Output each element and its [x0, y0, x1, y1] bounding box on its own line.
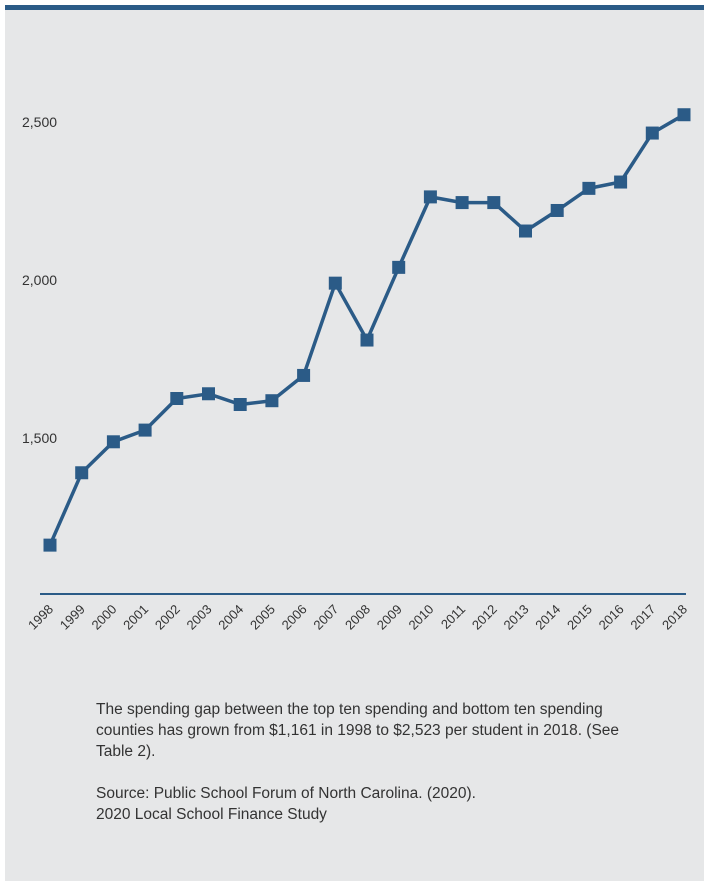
x-tick-label: 2012 [469, 602, 500, 633]
x-tick-label: 2007 [310, 602, 341, 633]
x-tick-label: 2011 [438, 602, 468, 632]
x-tick-label: 2000 [88, 602, 119, 633]
x-tick-label: 2004 [215, 602, 246, 633]
x-tick-label: 2016 [596, 602, 627, 633]
data-point-2017 [645, 126, 659, 140]
x-tick-label: 2003 [184, 602, 215, 633]
y-tick-label: 1,500 [22, 430, 57, 446]
data-point-2004 [233, 398, 247, 412]
data-point-2010 [423, 190, 437, 204]
y-tick-label: 2,500 [22, 114, 57, 130]
data-point-2018 [677, 108, 691, 122]
data-point-2009 [392, 260, 406, 274]
x-tick-label: 2009 [374, 602, 405, 633]
data-point-2008 [360, 333, 374, 347]
data-point-2007 [328, 276, 342, 290]
caption-text: The spending gap between the top ten spe… [96, 701, 620, 760]
x-tick-label: 1998 [25, 602, 56, 633]
x-tick-label: 2018 [659, 602, 690, 633]
x-tick-label: 2017 [627, 602, 658, 633]
data-point-2001 [138, 423, 152, 437]
data-point-2015 [582, 181, 596, 195]
top-accent-bar [5, 5, 704, 10]
x-tick-label: 1999 [57, 602, 88, 633]
data-point-1998 [43, 538, 57, 552]
x-tick-label: 2015 [564, 602, 595, 633]
x-tick-label: 2005 [247, 602, 278, 633]
data-point-2011 [455, 196, 469, 210]
data-point-2006 [297, 368, 311, 382]
x-tick-label: 2010 [405, 602, 436, 633]
data-point-2000 [106, 435, 120, 449]
figure-panel [5, 5, 704, 881]
data-point-2002 [170, 392, 184, 405]
y-tick-label: 2,000 [22, 272, 57, 288]
figure-caption: The spending gap between the top ten spe… [96, 699, 656, 825]
data-point-2013 [519, 224, 532, 238]
data-point-1999 [75, 466, 89, 480]
x-tick-label: 2008 [342, 602, 373, 633]
data-point-2012 [487, 196, 501, 210]
x-tick-label: 2013 [501, 602, 532, 633]
x-tick-label: 2002 [152, 602, 183, 633]
x-axis-ticks: 1998 1999 2000 2001 2002 2003 2004 2005 2006 2007… [25, 602, 690, 633]
data-point-2003 [202, 387, 215, 401]
data-point-2016 [614, 175, 628, 189]
data-point-2005 [265, 394, 279, 408]
series-line [48, 113, 685, 546]
x-tick-label: 2006 [279, 602, 310, 633]
y-axis-ticks: 1,500 2,000 2,500 [22, 114, 57, 446]
source-line-1: Source: Public School Forum of North Car… [96, 785, 476, 802]
line-chart: 1,500 2,000 2,500 1998 1999 2000 2001 2002 2003… [22, 108, 691, 633]
source-line-2: 2020 Local School Finance Study [96, 806, 327, 823]
data-point-2014 [550, 203, 564, 217]
data-markers [43, 108, 691, 552]
x-tick-label: 2014 [532, 602, 563, 633]
x-tick-label: 2001 [120, 602, 151, 633]
